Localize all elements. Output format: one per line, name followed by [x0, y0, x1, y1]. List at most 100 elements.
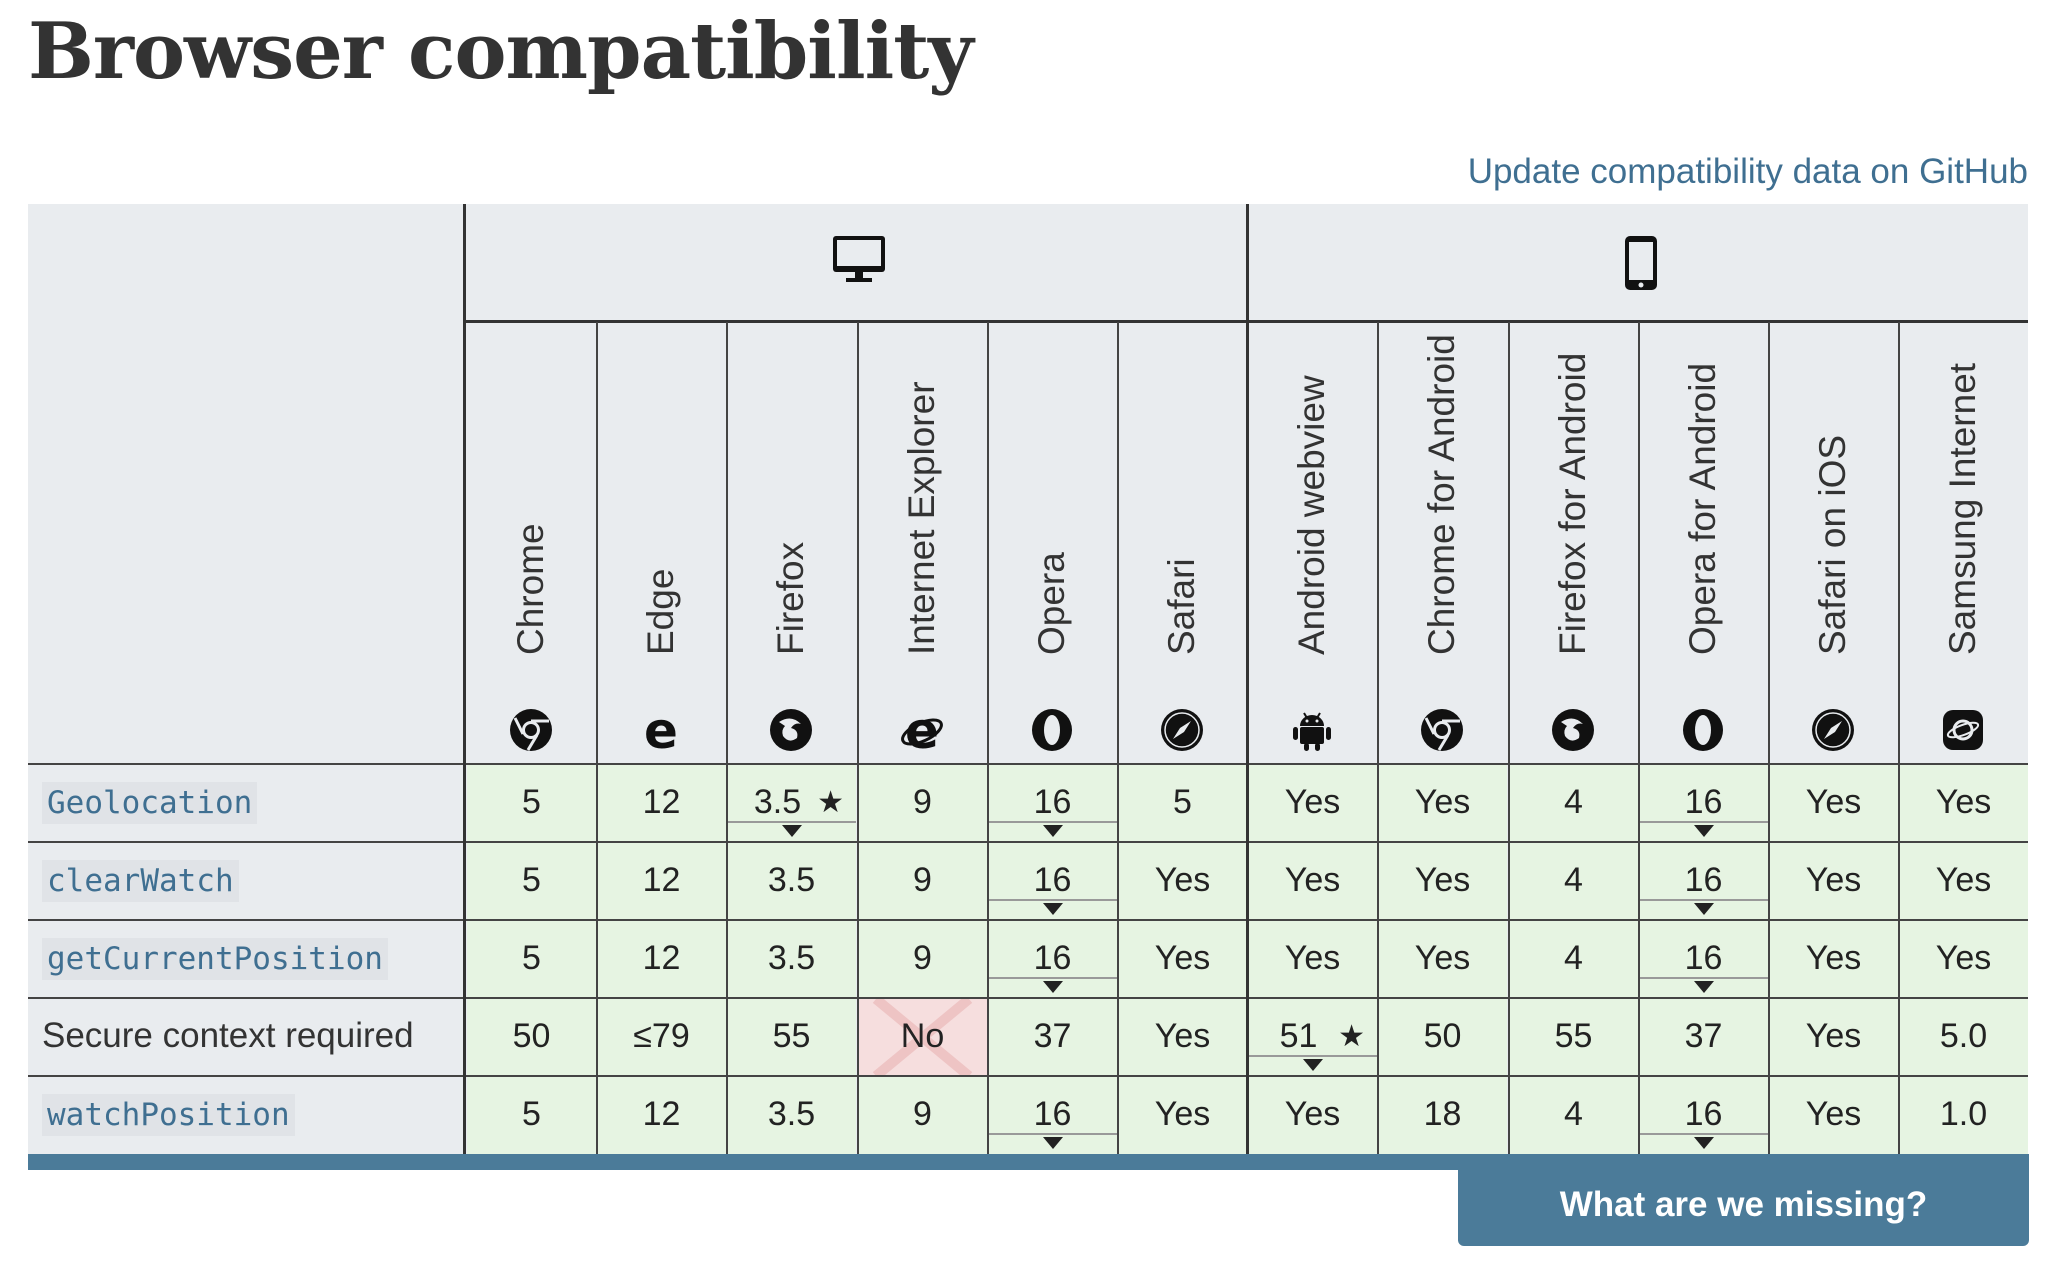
- expand-caret-icon[interactable]: [1042, 903, 1063, 915]
- feature-row-label: clearWatch: [28, 842, 464, 920]
- expand-caret-icon[interactable]: [1302, 1059, 1323, 1071]
- support-cell: 5: [467, 843, 596, 920]
- support-version: Yes: [1414, 783, 1471, 821]
- history-bar: [988, 977, 1117, 979]
- support-cell: 4: [1509, 921, 1638, 998]
- support-cell: Yes: [1248, 765, 1377, 842]
- support-cell: 9: [858, 843, 987, 920]
- support-version: 3.5: [767, 939, 816, 977]
- support-cell: 12: [597, 1077, 726, 1154]
- support-version: 55: [1554, 1017, 1593, 1055]
- support-version: 37: [1684, 1017, 1723, 1055]
- history-bar: [988, 821, 1117, 823]
- safari-icon: [1160, 708, 1204, 752]
- support-version: 12: [642, 783, 681, 821]
- chrome-icon: [509, 708, 553, 752]
- support-version: Yes: [1935, 861, 1992, 899]
- support-version: Yes: [1284, 1095, 1341, 1133]
- opera-icon: [1681, 708, 1725, 752]
- history-bar: [1639, 821, 1768, 823]
- support-version: 4: [1564, 939, 1583, 977]
- expand-caret-icon[interactable]: [1693, 825, 1714, 837]
- firefox-icon: [769, 708, 813, 752]
- support-cell: 4: [1509, 843, 1638, 920]
- support-version: 37: [1033, 1017, 1072, 1055]
- support-version: 5.0: [1939, 1017, 1988, 1055]
- support-cell: Yes: [1378, 765, 1507, 842]
- support-cell[interactable]: 16: [1639, 765, 1768, 842]
- support-version: Yes: [1805, 939, 1862, 977]
- support-cell: 5: [1118, 765, 1247, 842]
- browser-name: Android webview: [1291, 375, 1332, 655]
- expand-caret-icon[interactable]: [1693, 1137, 1714, 1149]
- history-bar: [1639, 1133, 1768, 1135]
- support-version: 12: [642, 1095, 681, 1133]
- support-version: 16: [1684, 861, 1723, 899]
- support-cell: 50: [467, 999, 596, 1076]
- support-cell: Yes: [1118, 843, 1247, 920]
- feature-name-code[interactable]: watchPosition: [42, 1094, 295, 1136]
- support-cell: Yes: [1899, 843, 2028, 920]
- support-version: 16: [1033, 783, 1072, 821]
- desktop-icon: [831, 234, 887, 289]
- expand-caret-icon[interactable]: [1693, 981, 1714, 993]
- support-version: Yes: [1805, 861, 1862, 899]
- column-divider: [857, 322, 859, 1170]
- note-star-icon: ★: [1338, 1020, 1365, 1053]
- expand-caret-icon[interactable]: [1693, 903, 1714, 915]
- support-cell: 37: [1639, 999, 1768, 1076]
- support-cell[interactable]: 3.5 ★: [727, 765, 856, 842]
- browser-header-firefox-for-android: Firefox for Android: [1508, 322, 1638, 764]
- support-cell: 50: [1378, 999, 1507, 1076]
- history-bar: [988, 899, 1117, 901]
- expand-caret-icon[interactable]: [1042, 825, 1063, 837]
- browser-header-chrome-for-android: Chrome for Android: [1377, 322, 1507, 764]
- support-cell[interactable]: 16: [1639, 1077, 1768, 1154]
- support-cell: 4: [1509, 765, 1638, 842]
- support-cell: Yes: [1769, 921, 1898, 998]
- support-version: 16: [1684, 1095, 1723, 1133]
- support-cell[interactable]: 16: [1639, 843, 1768, 920]
- column-divider: [1377, 322, 1379, 1170]
- browser-header-opera-for-android: Opera for Android: [1638, 322, 1768, 764]
- browser-header-safari: Safari: [1117, 322, 1247, 764]
- support-cell[interactable]: 16: [988, 765, 1117, 842]
- support-cell[interactable]: 16: [988, 843, 1117, 920]
- support-version: Yes: [1284, 939, 1341, 977]
- support-cell[interactable]: 51 ★: [1248, 999, 1377, 1076]
- browser-name: Internet Explorer: [901, 381, 942, 655]
- feature-name-code[interactable]: clearWatch: [42, 860, 239, 902]
- support-version: Yes: [1805, 1095, 1862, 1133]
- support-version: No: [900, 1017, 945, 1055]
- browser-name: Firefox: [770, 541, 811, 655]
- row-divider: [28, 763, 2028, 765]
- support-version: 4: [1564, 1095, 1583, 1133]
- support-version: 4: [1564, 861, 1583, 899]
- what-are-we-missing-button[interactable]: What are we missing?: [1458, 1154, 2029, 1246]
- support-version: Yes: [1805, 1017, 1862, 1055]
- support-cell: 12: [597, 765, 726, 842]
- samsung-icon: [1941, 708, 1985, 752]
- expand-caret-icon[interactable]: [781, 825, 802, 837]
- column-divider: [987, 322, 989, 1170]
- browser-header-opera: Opera: [987, 322, 1117, 764]
- support-cell[interactable]: 16: [988, 921, 1117, 998]
- support-cell: Yes: [1769, 843, 1898, 920]
- support-cell[interactable]: 16: [1639, 921, 1768, 998]
- support-version: 12: [642, 861, 681, 899]
- note-star-icon: ★: [817, 786, 844, 819]
- support-cell: 55: [1509, 999, 1638, 1076]
- support-version: 18: [1423, 1095, 1462, 1133]
- browser-name: Opera: [1031, 552, 1072, 655]
- no-support-mark: [858, 999, 987, 1076]
- feature-name-code[interactable]: getCurrentPosition: [42, 938, 388, 980]
- browser-name: Samsung Internet: [1942, 362, 1983, 655]
- expand-caret-icon[interactable]: [1042, 981, 1063, 993]
- support-cell: Yes: [1118, 999, 1247, 1076]
- expand-caret-icon[interactable]: [1042, 1137, 1063, 1149]
- support-cell[interactable]: 16: [988, 1077, 1117, 1154]
- support-version: Yes: [1154, 939, 1211, 977]
- github-link[interactable]: Update compatibility data on GitHub: [1467, 152, 2028, 191]
- feature-name-code[interactable]: Geolocation: [42, 782, 258, 824]
- opera-icon: [1030, 708, 1074, 752]
